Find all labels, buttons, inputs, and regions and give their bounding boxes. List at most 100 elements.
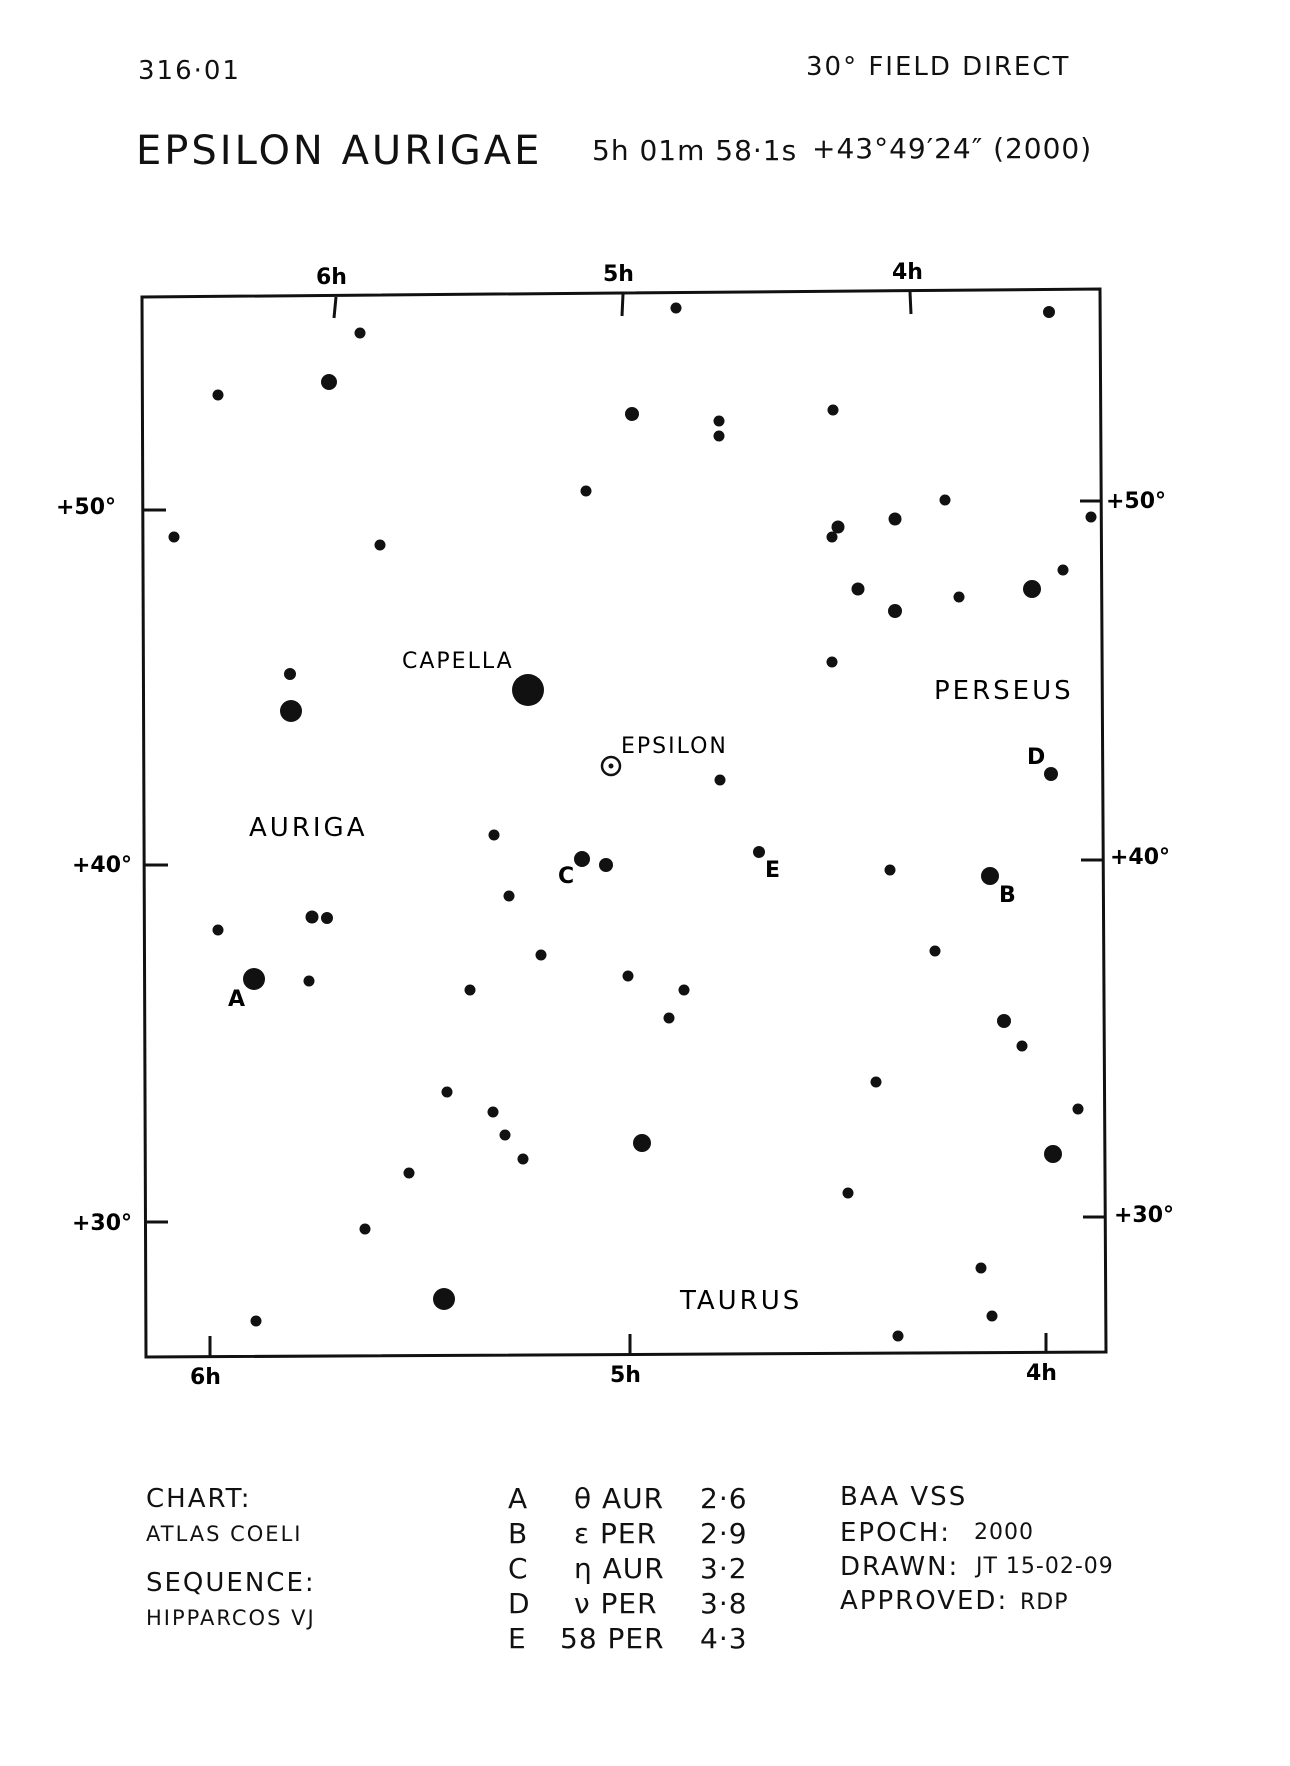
top-tick-6h xyxy=(332,296,338,319)
drawn-label: DRAWN: xyxy=(840,1552,960,1582)
star xyxy=(1044,1145,1062,1163)
star xyxy=(488,829,500,841)
star xyxy=(892,1330,904,1342)
star xyxy=(826,531,838,543)
star xyxy=(1023,580,1041,598)
comparison-label-a: A xyxy=(228,987,245,1012)
seq-letter: B xyxy=(508,1517,529,1550)
star xyxy=(1043,306,1055,318)
star xyxy=(503,890,515,902)
star xyxy=(212,924,224,936)
star xyxy=(888,512,902,526)
star xyxy=(663,1012,675,1024)
star xyxy=(403,1167,415,1179)
drawn-value: JT 15-02-09 xyxy=(976,1554,1114,1579)
star-label-capella: CAPELLA xyxy=(402,649,514,674)
top-ra-label: 5h xyxy=(603,262,634,287)
left-dec-label: +50° xyxy=(56,495,116,520)
seq-mag: 2·6 xyxy=(700,1482,748,1515)
seq-star: η AUR xyxy=(574,1552,665,1585)
seq-mag: 3·8 xyxy=(700,1587,748,1620)
star xyxy=(487,1106,499,1118)
star xyxy=(499,1129,511,1141)
constellation-auriga: AURIGA xyxy=(249,813,367,843)
star-b-eps-per xyxy=(981,867,999,885)
bottom-ra-label: 6h xyxy=(190,1365,221,1390)
seq-mag: 2·9 xyxy=(700,1517,748,1550)
comparison-label-d: D xyxy=(1027,745,1045,770)
star-a-theta-aur xyxy=(243,968,265,990)
right-dec-label: +40° xyxy=(1110,845,1170,870)
star xyxy=(535,949,547,961)
star xyxy=(714,774,726,786)
organization: BAA VSS xyxy=(840,1482,968,1512)
seq-letter: A xyxy=(508,1482,529,1515)
star xyxy=(580,485,592,497)
left-dec-label: +40° xyxy=(72,853,132,878)
star xyxy=(517,1153,529,1165)
right-dec-label: +50° xyxy=(1106,489,1166,514)
star-capella xyxy=(512,674,544,706)
star xyxy=(1057,564,1069,576)
top-tick-4h xyxy=(908,291,913,315)
constellation-perseus: PERSEUS xyxy=(934,676,1074,706)
epoch-value: 2000 xyxy=(974,1520,1034,1545)
star xyxy=(250,1315,262,1327)
star xyxy=(433,1288,455,1310)
star-d-nu-per xyxy=(1044,767,1058,781)
star xyxy=(884,864,896,876)
star xyxy=(303,975,315,987)
star xyxy=(851,582,865,596)
chart-id: 316·01 xyxy=(138,56,241,86)
bottom-ra-label: 5h xyxy=(610,1363,641,1388)
epsilon-aurigae-variable-symbol xyxy=(600,755,622,777)
star-e-58-per xyxy=(753,846,765,858)
star-title: EPSILON AURIGAE xyxy=(136,128,543,174)
star xyxy=(826,656,838,668)
right-dec-label: +30° xyxy=(1114,1203,1174,1228)
star xyxy=(305,910,319,924)
comparison-label-e: E xyxy=(765,858,780,883)
star xyxy=(888,604,902,618)
bottom-ra-label: 4h xyxy=(1026,1361,1057,1386)
map-frame xyxy=(140,287,1108,1359)
sequence-value: HIPPARCOS VJ xyxy=(146,1606,316,1630)
seq-mag: 3·2 xyxy=(700,1552,748,1585)
epoch-label: EPOCH: xyxy=(840,1518,952,1548)
field-label: 30° FIELD DIRECT xyxy=(806,52,1071,82)
comparison-label-b: B xyxy=(999,883,1016,908)
star xyxy=(168,531,180,543)
star xyxy=(670,302,682,314)
star xyxy=(678,984,690,996)
seq-letter: D xyxy=(508,1587,531,1620)
ra-coordinate: 5h 01m 58·1s xyxy=(592,134,798,167)
left-dec-label: +30° xyxy=(72,1211,132,1236)
star xyxy=(986,1310,998,1322)
chart-label: CHART: xyxy=(146,1484,252,1514)
star xyxy=(321,912,333,924)
seq-star: ν PER xyxy=(574,1587,658,1620)
star xyxy=(441,1086,453,1098)
seq-star: 58 PER xyxy=(560,1622,665,1655)
top-ra-label: 6h xyxy=(316,265,347,290)
top-ra-label: 4h xyxy=(892,260,923,285)
star xyxy=(939,494,951,506)
seq-star: θ AUR xyxy=(574,1482,665,1515)
approved-label: APPROVED: xyxy=(840,1586,1009,1616)
star xyxy=(1016,1040,1028,1052)
star xyxy=(953,591,965,603)
star xyxy=(280,700,302,722)
chart-value: ATLAS COELI xyxy=(146,1522,303,1546)
comparison-label-c: C xyxy=(558,864,574,889)
epsilon-aurigae-variable-center xyxy=(608,763,614,769)
star xyxy=(321,374,337,390)
star xyxy=(827,404,839,416)
star xyxy=(870,1076,882,1088)
star xyxy=(713,415,725,427)
constellation-taurus: TAURUS xyxy=(679,1286,802,1316)
seq-letter: E xyxy=(508,1622,527,1655)
seq-star: ε PER xyxy=(574,1517,658,1550)
star xyxy=(975,1262,987,1274)
seq-letter: C xyxy=(508,1552,529,1585)
star xyxy=(622,970,634,982)
